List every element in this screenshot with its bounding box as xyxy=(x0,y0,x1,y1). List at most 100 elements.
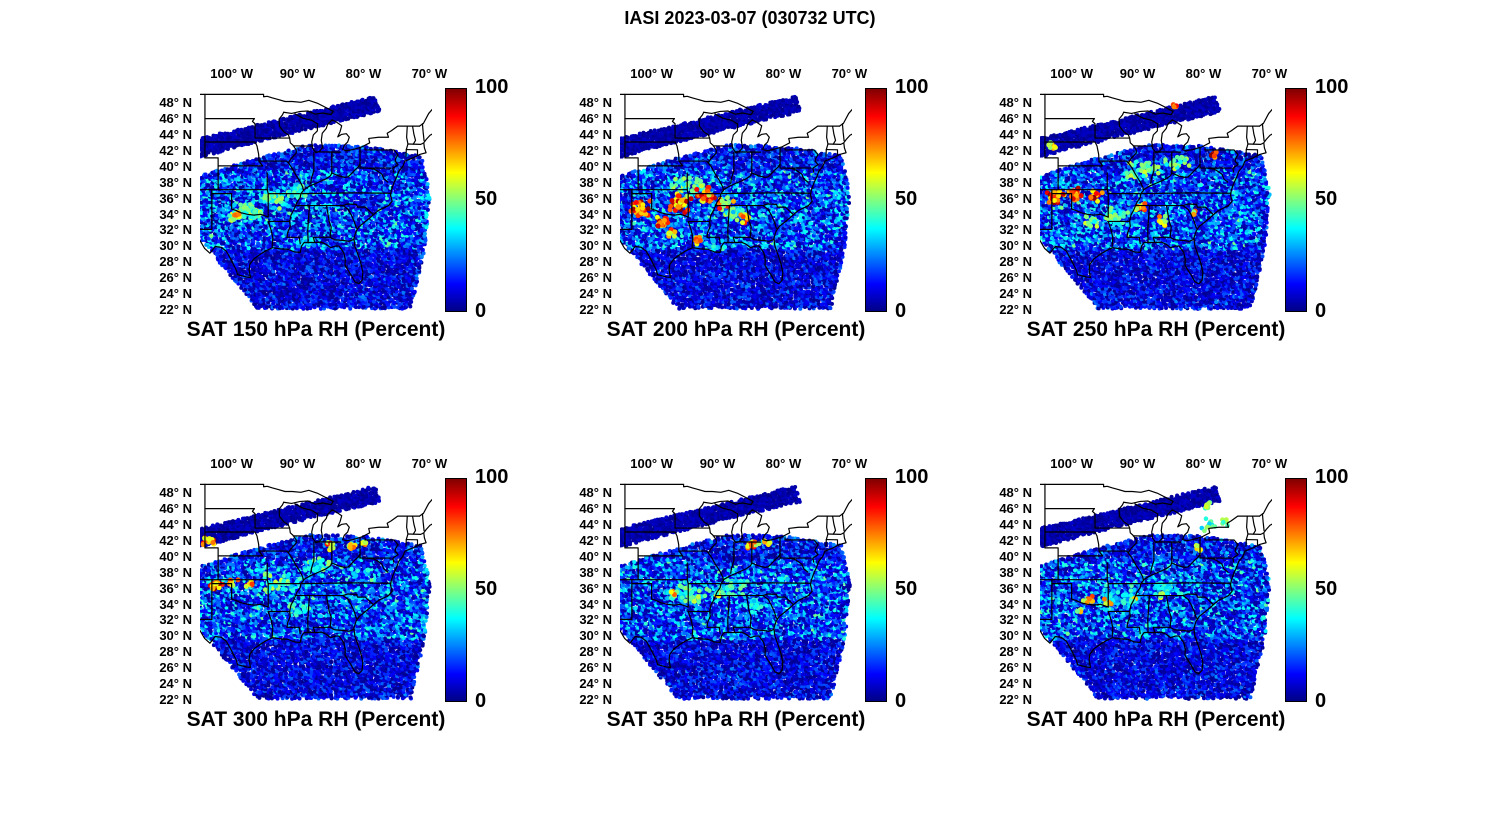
lat-tick-label: 24° N xyxy=(999,675,1032,691)
panel-sat-400: 100° W 90° W 80° W 70° W 48° N 46° N 44° N 42° … xyxy=(982,440,1382,740)
lon-tick-label: 90° W xyxy=(1119,66,1156,81)
panel-title-sat-150: SAT 150 hPa RH (Percent) xyxy=(186,318,446,341)
lat-tick-label: 40° N xyxy=(159,548,192,564)
colorbar-tick-label: 0 xyxy=(1315,300,1327,322)
lat-tick-label: 44° N xyxy=(159,127,192,143)
lon-tick-label: 80° W xyxy=(345,456,382,471)
lat-tick-label: 28° N xyxy=(999,254,1032,270)
panel-sat-250: 100° W 90° W 80° W 70° W 48° N 46° N 44° N 42° … xyxy=(982,50,1382,350)
lat-tick-label: 38° N xyxy=(579,564,612,580)
map-sat-400-canvas xyxy=(1040,478,1272,702)
panel-sat-200: 100° W 90° W 80° W 70° W 48° N 46° N 44° N 42° … xyxy=(562,50,962,350)
lon-tick-label: 100° W xyxy=(1050,66,1094,81)
map-sat-350-canvas xyxy=(620,478,852,702)
colorbar-tick-label: 100 xyxy=(1315,466,1349,488)
colorbar-tick-label: 100 xyxy=(895,76,929,98)
lat-tick-label: 38° N xyxy=(159,564,192,580)
colorbar-sat-350 xyxy=(865,478,887,702)
lat-tick-label: 42° N xyxy=(579,142,612,158)
lat-tick-label: 26° N xyxy=(579,270,612,286)
lat-tick-label: 40° N xyxy=(579,158,612,174)
colorbar-tick-label: 100 xyxy=(895,466,929,488)
lat-tick-label: 34° N xyxy=(159,206,192,222)
lat-tick-label: 38° N xyxy=(999,174,1032,190)
panel-sat-350: 100° W 90° W 80° W 70° W 48° N 46° N 44° N 42° … xyxy=(562,440,962,740)
lon-tick-label: 70° W xyxy=(831,456,868,471)
lat-tick-label: 24° N xyxy=(579,675,612,691)
colorbar-tick-label: 0 xyxy=(1315,690,1327,712)
lon-tick-label: 100° W xyxy=(210,456,254,471)
lat-tick-label: 36° N xyxy=(159,580,192,596)
lon-tick-label: 80° W xyxy=(1185,66,1222,81)
colorbar-sat-400 xyxy=(1285,478,1307,702)
lat-tick-label: 32° N xyxy=(159,222,192,238)
lat-tick-label: 32° N xyxy=(579,612,612,628)
lat-tick-label: 38° N xyxy=(999,564,1032,580)
lon-tick-label: 80° W xyxy=(345,66,382,81)
map-sat-300-canvas xyxy=(200,478,432,702)
colorbar-tick-label: 50 xyxy=(895,188,918,210)
lon-tick-label: 100° W xyxy=(630,66,674,81)
lon-tick-label: 90° W xyxy=(699,456,736,471)
lat-tick-label: 32° N xyxy=(159,612,192,628)
lat-tick-label: 32° N xyxy=(999,222,1032,238)
lat-tick-label: 28° N xyxy=(159,644,192,660)
lat-tick-label: 40° N xyxy=(159,158,192,174)
lon-tick-label: 100° W xyxy=(210,66,254,81)
colorbar-tick-label: 100 xyxy=(475,466,509,488)
lat-tick-label: 40° N xyxy=(579,548,612,564)
lat-tick-label: 22° N xyxy=(159,301,192,317)
lat-tick-label: 22° N xyxy=(999,691,1032,707)
lon-tick-label: 80° W xyxy=(765,456,802,471)
lat-tick-label: 46° N xyxy=(159,501,192,517)
lon-tick-label: 70° W xyxy=(1251,66,1288,81)
lat-tick-label: 28° N xyxy=(159,254,192,270)
lat-tick-label: 36° N xyxy=(579,190,612,206)
lat-tick-label: 46° N xyxy=(159,111,192,127)
lat-tick-label: 34° N xyxy=(579,206,612,222)
lat-tick-label: 30° N xyxy=(579,238,612,254)
panel-title-sat-200: SAT 200 hPa RH (Percent) xyxy=(606,318,866,341)
colorbar-tick-label: 50 xyxy=(475,188,498,210)
lat-tick-label: 28° N xyxy=(999,644,1032,660)
lat-tick-label: 26° N xyxy=(999,270,1032,286)
colorbar-sat-300 xyxy=(445,478,467,702)
colorbar-tick-label: 50 xyxy=(1315,188,1338,210)
lon-tick-label: 90° W xyxy=(1119,456,1156,471)
figure-title: IASI 2023-03-07 (030732 UTC) xyxy=(624,8,876,28)
lat-tick-label: 40° N xyxy=(999,548,1032,564)
colorbar-tick-label: 0 xyxy=(895,300,907,322)
colorbar-sat-200 xyxy=(865,88,887,312)
lat-tick-label: 42° N xyxy=(159,142,192,158)
colorbar-tick-label: 50 xyxy=(475,578,498,600)
lat-tick-label: 34° N xyxy=(159,596,192,612)
lat-tick-label: 22° N xyxy=(579,301,612,317)
lat-tick-label: 48° N xyxy=(999,485,1032,501)
lat-tick-label: 30° N xyxy=(579,628,612,644)
lon-tick-label: 70° W xyxy=(411,66,448,81)
lat-tick-label: 32° N xyxy=(999,612,1032,628)
lat-tick-label: 42° N xyxy=(579,532,612,548)
lat-tick-label: 24° N xyxy=(999,285,1032,301)
lat-tick-label: 48° N xyxy=(999,95,1032,111)
colorbar-tick-label: 100 xyxy=(1315,76,1349,98)
colorbar-tick-label: 0 xyxy=(895,690,907,712)
map-sat-200-canvas xyxy=(620,88,852,312)
lon-tick-label: 70° W xyxy=(831,66,868,81)
colorbar-tick-label: 50 xyxy=(895,578,918,600)
colorbar-sat-150 xyxy=(445,88,467,312)
lon-tick-label: 70° W xyxy=(1251,456,1288,471)
lon-tick-label: 100° W xyxy=(1050,456,1094,471)
lat-tick-label: 44° N xyxy=(999,517,1032,533)
lat-tick-label: 26° N xyxy=(159,270,192,286)
lat-tick-label: 24° N xyxy=(159,285,192,301)
lat-tick-label: 42° N xyxy=(159,532,192,548)
lat-tick-label: 46° N xyxy=(999,501,1032,517)
lat-tick-label: 48° N xyxy=(159,95,192,111)
panel-title-sat-250: SAT 250 hPa RH (Percent) xyxy=(1026,318,1286,341)
colorbar-tick-label: 0 xyxy=(475,690,487,712)
map-sat-150-canvas xyxy=(200,88,432,312)
lat-tick-label: 22° N xyxy=(159,691,192,707)
lat-tick-label: 26° N xyxy=(999,660,1032,676)
